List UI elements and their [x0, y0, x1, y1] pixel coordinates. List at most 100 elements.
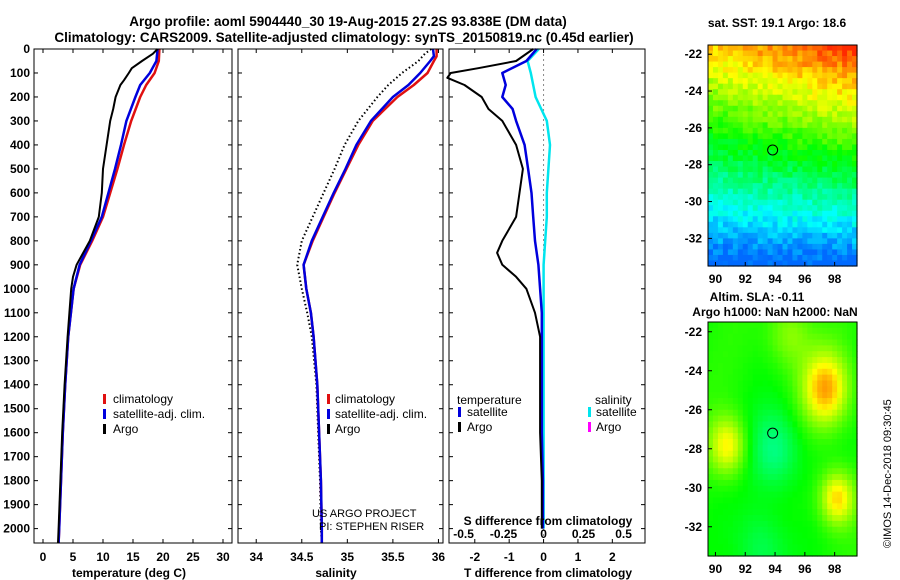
- sst-cell: [797, 144, 803, 151]
- sla-cell: [812, 468, 818, 475]
- sla-cell: [847, 444, 853, 452]
- sla-cell: [817, 491, 823, 499]
- sst-cell: [742, 72, 749, 79]
- sla-cell: [747, 421, 754, 428]
- sst-cell: [852, 72, 858, 79]
- sla-cell: [747, 433, 754, 440]
- sst-cell: [847, 216, 853, 223]
- sst-cell: [827, 149, 833, 157]
- sla-cell: [737, 497, 744, 504]
- sst-cell: [802, 138, 808, 146]
- sst-cell: [782, 166, 789, 173]
- sla-cell: [757, 474, 764, 481]
- sla-cell: [832, 421, 838, 428]
- sla-cell: [737, 322, 744, 329]
- sla-cell: [792, 462, 798, 469]
- sst-cell: [727, 216, 734, 223]
- sst-cell: [708, 216, 714, 223]
- sla-cell: [767, 515, 774, 522]
- sla-cell: [762, 380, 769, 387]
- sst-cell: [772, 177, 779, 184]
- sla-cell: [852, 456, 858, 463]
- sst-cell: [837, 61, 843, 68]
- sla-cell: [827, 392, 833, 399]
- sla-cell: [852, 497, 858, 504]
- sla-cell: [762, 433, 769, 440]
- sla-cell: [802, 409, 808, 417]
- sla-cell: [852, 374, 858, 382]
- sst-cell: [767, 232, 774, 239]
- sla-cell: [807, 357, 813, 364]
- sla-cell: [807, 550, 813, 557]
- sst-cell: [852, 144, 858, 151]
- sst-cell: [742, 138, 749, 146]
- sst-cell: [817, 210, 823, 217]
- sst-cell: [762, 72, 769, 79]
- sla-cell: [757, 327, 764, 335]
- sst-cell: [712, 238, 719, 245]
- sst-cell: [817, 122, 823, 129]
- sst-cell: [742, 116, 749, 123]
- sla-cell: [812, 403, 818, 411]
- sla-cell: [742, 491, 749, 499]
- sst-cell: [727, 89, 734, 96]
- sst-cell: [847, 45, 853, 52]
- sla-cell: [712, 462, 719, 469]
- sla-cell: [797, 520, 803, 528]
- sla-cell: [762, 427, 769, 434]
- sst-cell: [852, 127, 858, 135]
- sst-cell: [737, 116, 744, 123]
- sla-cell: [757, 427, 764, 434]
- sla-cell: [807, 439, 813, 446]
- sla-cell: [767, 368, 774, 376]
- sst-cell: [727, 61, 734, 68]
- sla-cell: [787, 333, 794, 341]
- sst-cell: [812, 221, 818, 228]
- sst-cell: [742, 232, 749, 239]
- sst-cell: [852, 177, 858, 184]
- sst-cell: [817, 194, 823, 201]
- sla-cell: [722, 509, 729, 516]
- sla-cell: [757, 520, 764, 528]
- sla-cell: [747, 538, 754, 545]
- sst-cell: [817, 155, 823, 162]
- sst-cell: [852, 50, 858, 57]
- sst-cell: [742, 83, 749, 90]
- sla-cell: [842, 357, 848, 364]
- sla-cell: [822, 444, 828, 452]
- sst-cell: [782, 61, 789, 68]
- sla-cell: [812, 444, 818, 452]
- sst-cell: [807, 111, 813, 118]
- sla-cell: [757, 538, 764, 545]
- sla-cell: [767, 433, 774, 440]
- sst-cell: [852, 111, 858, 118]
- sst-cell: [837, 221, 843, 228]
- sla-cell: [807, 398, 813, 405]
- sla-cell: [827, 462, 833, 469]
- sst-cell: [837, 149, 843, 157]
- sst-cell: [772, 149, 779, 157]
- sst-cell: [797, 205, 803, 212]
- sst-cell: [732, 138, 739, 146]
- sst-cell: [822, 249, 828, 256]
- diff-legend-label-s-satellite: satellite: [596, 405, 637, 419]
- sla-cell: [807, 339, 813, 346]
- sla-cell: [807, 503, 813, 510]
- sla-lon-tick-label: 92: [739, 562, 753, 576]
- sla-cell: [717, 538, 724, 545]
- sst-cell: [817, 238, 823, 245]
- sst-cell: [717, 89, 724, 96]
- sst-cell: [712, 94, 719, 101]
- sla-cell: [722, 392, 729, 399]
- sst-cell: [787, 111, 794, 118]
- sst-cell: [827, 122, 833, 129]
- sla-cell: [842, 491, 848, 499]
- sla-cell: [708, 398, 714, 405]
- sla-cell: [797, 392, 803, 399]
- sst-cell: [777, 72, 784, 79]
- sla-cell: [847, 345, 853, 352]
- sla-cell: [708, 520, 714, 528]
- sla-cell: [732, 415, 739, 423]
- sst-cell: [787, 249, 794, 256]
- sst-cell: [717, 221, 724, 228]
